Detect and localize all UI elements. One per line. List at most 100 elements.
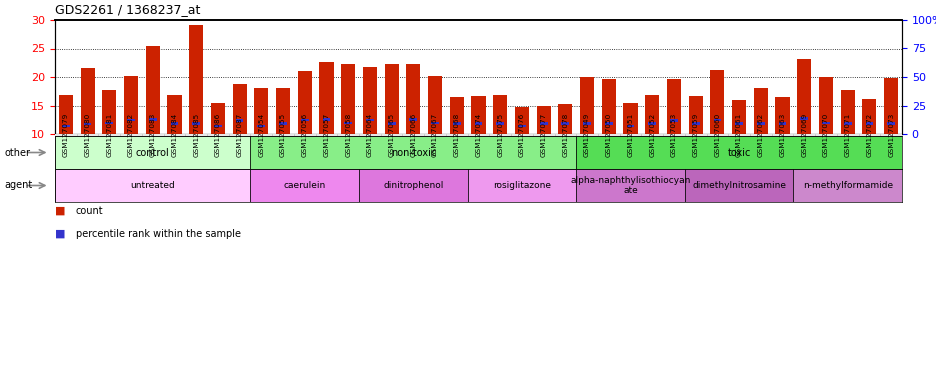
Bar [170,122,178,125]
Text: GSM127050: GSM127050 [606,113,611,157]
Text: GSM127078: GSM127078 [562,113,568,157]
Bar [362,67,376,134]
Bar [582,122,591,125]
Text: GSM127087: GSM127087 [237,113,242,157]
Text: control: control [136,147,169,157]
Text: GSM127049: GSM127049 [583,113,590,157]
Bar [322,118,330,121]
Bar [250,136,576,169]
Bar [756,122,764,125]
Text: GSM127072: GSM127072 [866,113,871,157]
Text: GSM127079: GSM127079 [63,113,68,157]
Bar [254,88,268,134]
Bar [818,77,832,134]
Bar [80,68,95,134]
Bar [452,122,461,125]
Text: dinitrophenol: dinitrophenol [383,181,443,190]
Bar [626,124,634,127]
Bar [62,124,69,127]
Bar [601,79,615,134]
Text: GSM127054: GSM127054 [258,113,264,157]
Text: GSM127060: GSM127060 [713,113,720,157]
Bar [192,122,199,125]
Bar [666,79,680,134]
Text: GSM127076: GSM127076 [519,113,524,157]
Bar [514,107,529,134]
Text: GSM127065: GSM127065 [388,113,394,157]
Text: GSM127053: GSM127053 [670,113,676,157]
Bar [797,60,811,134]
Text: untreated: untreated [130,181,175,190]
Bar [731,100,745,134]
Bar [558,104,572,134]
Text: dimethylnitrosamine: dimethylnitrosamine [692,181,785,190]
Bar [536,106,550,134]
Bar [168,95,182,134]
Text: GDS2261 / 1368237_at: GDS2261 / 1368237_at [55,3,200,16]
Text: GSM127062: GSM127062 [757,113,763,157]
Bar [384,65,398,134]
Text: GSM127066: GSM127066 [410,113,416,157]
Text: GSM127073: GSM127073 [887,113,893,157]
Bar [648,122,655,125]
Bar [428,76,442,134]
Text: GSM127084: GSM127084 [171,113,177,157]
Bar [518,124,525,127]
Text: GSM127052: GSM127052 [649,113,654,157]
Bar [471,96,485,134]
Text: n-methylformamide: n-methylformamide [802,181,892,190]
Text: GSM127083: GSM127083 [150,113,155,157]
Bar [576,136,901,169]
Bar [145,46,160,134]
Bar [449,97,463,134]
Bar [840,89,854,134]
Text: ■: ■ [55,229,66,239]
Text: GSM127061: GSM127061 [736,113,741,157]
Text: GSM127080: GSM127080 [84,113,91,157]
Bar [276,88,290,134]
Bar [576,169,684,202]
Text: other: other [5,147,31,157]
Bar [821,122,829,124]
Text: GSM127075: GSM127075 [497,113,503,157]
Text: GSM127059: GSM127059 [692,113,698,157]
Bar [467,169,576,202]
Bar [691,122,699,125]
Bar [561,122,569,125]
Bar [579,77,593,134]
Bar [213,124,222,127]
Bar [236,119,243,122]
Bar [55,136,250,169]
Bar [83,123,92,126]
Text: GSM127058: GSM127058 [344,113,351,157]
Bar [799,117,807,120]
Bar [211,103,225,134]
Bar [605,122,612,125]
Bar [843,122,851,125]
Bar [886,122,894,125]
Text: rosiglitazone: rosiglitazone [492,181,550,190]
Bar [250,169,358,202]
Text: GSM127067: GSM127067 [431,113,438,157]
Text: GSM127074: GSM127074 [475,113,481,157]
Text: GSM127064: GSM127064 [367,113,373,157]
Text: toxic: toxic [726,147,750,157]
Bar [189,25,203,134]
Bar [55,169,250,202]
Text: count: count [76,206,103,216]
Bar [793,169,901,202]
Bar [406,64,420,134]
Text: GSM127086: GSM127086 [214,113,221,157]
Text: non-toxic: non-toxic [390,147,435,157]
Bar [366,119,373,121]
Text: GSM127071: GSM127071 [843,113,850,157]
Bar [709,70,724,134]
Bar [753,88,768,134]
Text: agent: agent [5,180,33,190]
Text: caerulein: caerulein [284,181,326,190]
Bar [865,122,872,125]
Text: GSM127081: GSM127081 [106,113,112,157]
Bar [645,95,659,134]
Bar [431,122,438,124]
Bar [861,99,875,134]
